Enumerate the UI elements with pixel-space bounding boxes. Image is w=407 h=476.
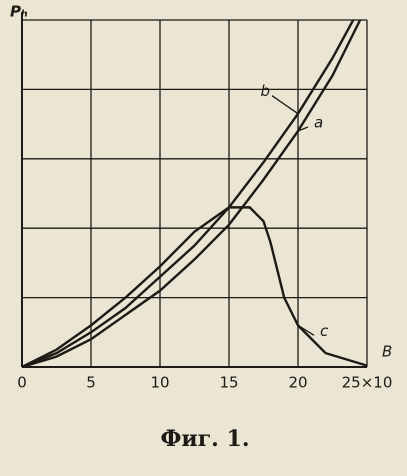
series-label: b [260, 82, 270, 100]
series-label: c [320, 322, 329, 340]
x-axis-label: B [382, 343, 392, 361]
caption: Фиг. 1. [161, 426, 250, 452]
series-label: a [314, 114, 323, 132]
line-series [21, 19, 362, 369]
x-tick-label: 15 [219, 374, 238, 392]
leader-line [297, 324, 315, 336]
line-series [21, 206, 368, 369]
x-tick-label: 0 [17, 374, 27, 392]
line-series [21, 19, 355, 369]
x-tick-label: 25×10 [342, 374, 393, 392]
x-tick-label: 10 [150, 374, 169, 392]
x-tick-label: 5 [86, 374, 96, 392]
x-tick-label: 20 [288, 374, 307, 392]
leader-line [271, 95, 299, 115]
leader-line [297, 126, 309, 132]
y-axis-label: Pₕ [10, 3, 28, 21]
